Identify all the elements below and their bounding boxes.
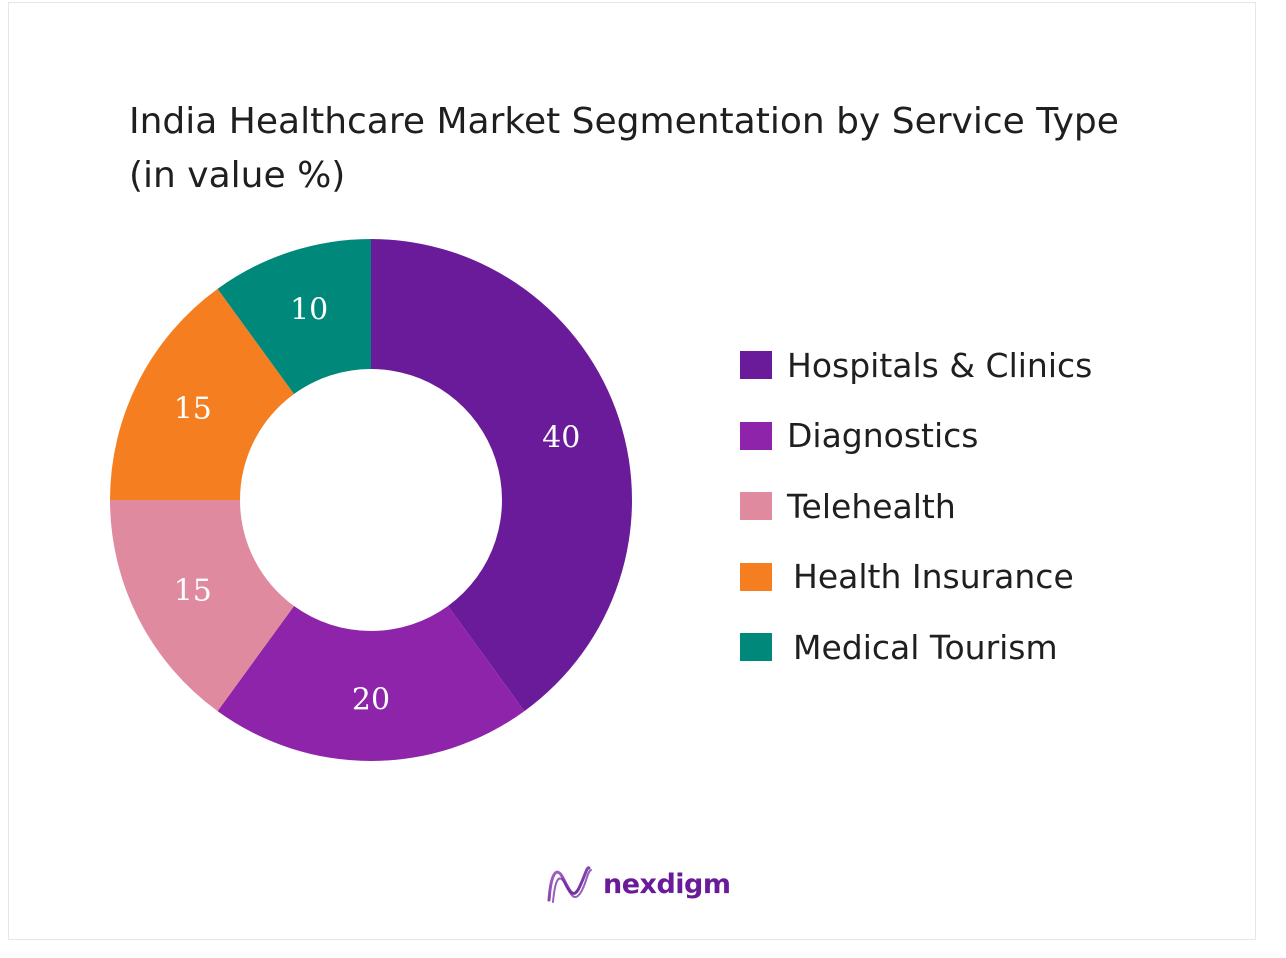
legend-label: Medical Tourism <box>793 627 1058 667</box>
legend-swatch <box>740 421 772 450</box>
donut-slice-health-insurance[interactable] <box>110 288 295 500</box>
slice-value-label: 15 <box>174 573 212 608</box>
legend-item-health-insurance[interactable]: Health Insurance <box>740 542 1092 613</box>
chart-legend: Hospitals & Clinics Diagnostics Teleheal… <box>740 330 1092 683</box>
slice-value-label: 20 <box>352 683 390 718</box>
donut-slice-telehealth[interactable] <box>110 500 295 712</box>
slice-value-label: 10 <box>290 292 328 327</box>
legend-label: Hospitals & Clinics <box>787 345 1093 385</box>
donut-slice-hospitals-clinics[interactable] <box>371 239 632 712</box>
nexdigm-wave-logo-icon <box>547 866 592 903</box>
legend-swatch <box>740 492 772 521</box>
legend-swatch <box>740 562 772 591</box>
legend-label: Diagnostics <box>787 416 979 456</box>
legend-item-hospitals-clinics[interactable]: Hospitals & Clinics <box>740 330 1092 401</box>
legend-swatch <box>740 351 772 380</box>
brand-footer: nexdigm <box>545 862 731 906</box>
legend-label: Telehealth <box>787 486 956 526</box>
legend-label: Health Insurance <box>793 557 1074 597</box>
donut-value-labels: 40 20 15 15 10 <box>174 292 581 717</box>
donut-slice-diagnostics[interactable] <box>217 605 525 762</box>
slice-value-label: 15 <box>174 392 212 427</box>
legend-swatch <box>740 633 772 662</box>
legend-item-telehealth[interactable]: Telehealth <box>740 471 1092 542</box>
brand-name: nexdigm <box>603 868 731 900</box>
donut-slice-medical-tourism[interactable] <box>217 239 371 395</box>
donut-slices <box>110 239 632 762</box>
legend-item-medical-tourism[interactable]: Medical Tourism <box>740 612 1092 683</box>
legend-item-diagnostics[interactable]: Diagnostics <box>740 401 1092 472</box>
chart-title: India Healthcare Market Segmentation by … <box>129 101 1119 196</box>
slice-value-label: 40 <box>542 421 580 456</box>
